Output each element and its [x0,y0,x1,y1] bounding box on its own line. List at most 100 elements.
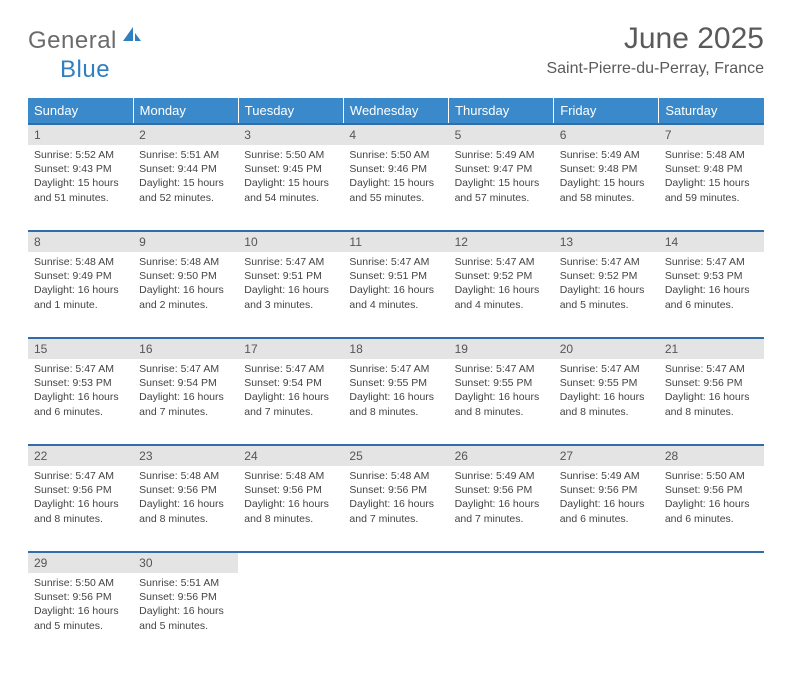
day-content-cell: Sunrise: 5:50 AMSunset: 9:56 PMDaylight:… [28,573,133,659]
sunset-line: Sunset: 9:55 PM [560,376,653,390]
sunset-line: Sunset: 9:56 PM [139,590,232,604]
day-number-row: 22232425262728 [28,445,764,466]
day-content-cell: Sunrise: 5:47 AMSunset: 9:52 PMDaylight:… [554,252,659,338]
sunrise-line: Sunrise: 5:47 AM [455,362,548,376]
daylight-line: Daylight: 16 hours and 6 minutes. [560,497,653,525]
daylight-line: Daylight: 16 hours and 8 minutes. [34,497,127,525]
day-number-cell: 11 [343,231,448,252]
sunset-line: Sunset: 9:53 PM [665,269,758,283]
sunrise-line: Sunrise: 5:50 AM [244,148,337,162]
day-number-cell: 17 [238,338,343,359]
logo-text-1: General [28,27,117,55]
day-number-cell [343,552,448,573]
weekday-header: Thursday [449,98,554,124]
sunset-line: Sunset: 9:56 PM [455,483,548,497]
sunrise-line: Sunrise: 5:50 AM [34,576,127,590]
day-content-cell: Sunrise: 5:47 AMSunset: 9:54 PMDaylight:… [238,359,343,445]
sunrise-line: Sunrise: 5:48 AM [349,469,442,483]
daylight-line: Daylight: 16 hours and 8 minutes. [139,497,232,525]
day-number-cell: 26 [449,445,554,466]
sunrise-line: Sunrise: 5:49 AM [455,469,548,483]
day-content-cell: Sunrise: 5:47 AMSunset: 9:55 PMDaylight:… [554,359,659,445]
day-number-cell: 22 [28,445,133,466]
sunset-line: Sunset: 9:56 PM [665,376,758,390]
day-number-cell [659,552,764,573]
daylight-line: Daylight: 15 hours and 57 minutes. [455,176,548,204]
day-content-cell: Sunrise: 5:51 AMSunset: 9:56 PMDaylight:… [133,573,238,659]
day-content-cell: Sunrise: 5:50 AMSunset: 9:56 PMDaylight:… [659,466,764,552]
sunrise-line: Sunrise: 5:48 AM [139,469,232,483]
sunset-line: Sunset: 9:43 PM [34,162,127,176]
sunset-line: Sunset: 9:56 PM [665,483,758,497]
day-content-cell: Sunrise: 5:51 AMSunset: 9:44 PMDaylight:… [133,145,238,231]
page: General June 2025 Saint-Pierre-du-Perray… [0,0,792,681]
sunset-line: Sunset: 9:47 PM [455,162,548,176]
day-content-cell: Sunrise: 5:47 AMSunset: 9:56 PMDaylight:… [28,466,133,552]
daylight-line: Daylight: 16 hours and 4 minutes. [349,283,442,311]
day-content-cell: Sunrise: 5:47 AMSunset: 9:51 PMDaylight:… [343,252,448,338]
weekday-header: Wednesday [343,98,448,124]
day-content-row: Sunrise: 5:50 AMSunset: 9:56 PMDaylight:… [28,573,764,659]
sunset-line: Sunset: 9:48 PM [665,162,758,176]
day-number-cell: 25 [343,445,448,466]
day-number-cell: 2 [133,124,238,145]
sunrise-line: Sunrise: 5:47 AM [349,255,442,269]
sunrise-line: Sunrise: 5:48 AM [34,255,127,269]
weekday-header: Sunday [28,98,133,124]
daylight-line: Daylight: 16 hours and 7 minutes. [244,390,337,418]
sunset-line: Sunset: 9:48 PM [560,162,653,176]
day-number-cell: 20 [554,338,659,359]
daylight-line: Daylight: 15 hours and 52 minutes. [139,176,232,204]
sunset-line: Sunset: 9:50 PM [139,269,232,283]
sunrise-line: Sunrise: 5:47 AM [34,469,127,483]
day-content-row: Sunrise: 5:47 AMSunset: 9:56 PMDaylight:… [28,466,764,552]
page-title: June 2025 [546,22,764,56]
day-number-cell: 29 [28,552,133,573]
day-number-cell: 15 [28,338,133,359]
sunrise-line: Sunrise: 5:47 AM [34,362,127,376]
sunset-line: Sunset: 9:56 PM [349,483,442,497]
day-content-cell [449,573,554,659]
sunrise-line: Sunrise: 5:49 AM [455,148,548,162]
day-content-cell: Sunrise: 5:47 AMSunset: 9:54 PMDaylight:… [133,359,238,445]
daylight-line: Daylight: 16 hours and 8 minutes. [560,390,653,418]
weekday-header: Saturday [659,98,764,124]
day-content-cell: Sunrise: 5:47 AMSunset: 9:51 PMDaylight:… [238,252,343,338]
day-number-cell: 3 [238,124,343,145]
sunrise-line: Sunrise: 5:49 AM [560,148,653,162]
sunrise-line: Sunrise: 5:50 AM [665,469,758,483]
sunset-line: Sunset: 9:52 PM [455,269,548,283]
day-content-cell: Sunrise: 5:48 AMSunset: 9:56 PMDaylight:… [133,466,238,552]
day-number-cell: 1 [28,124,133,145]
logo: General [28,22,143,60]
day-content-cell: Sunrise: 5:47 AMSunset: 9:56 PMDaylight:… [659,359,764,445]
day-content-cell: Sunrise: 5:47 AMSunset: 9:52 PMDaylight:… [449,252,554,338]
sunrise-line: Sunrise: 5:50 AM [349,148,442,162]
sunset-line: Sunset: 9:53 PM [34,376,127,390]
sunset-line: Sunset: 9:52 PM [560,269,653,283]
day-content-cell: Sunrise: 5:49 AMSunset: 9:47 PMDaylight:… [449,145,554,231]
day-number-cell: 18 [343,338,448,359]
daylight-line: Daylight: 16 hours and 8 minutes. [349,390,442,418]
day-number-cell: 28 [659,445,764,466]
daylight-line: Daylight: 15 hours and 58 minutes. [560,176,653,204]
daylight-line: Daylight: 16 hours and 1 minute. [34,283,127,311]
day-content-cell: Sunrise: 5:47 AMSunset: 9:53 PMDaylight:… [659,252,764,338]
day-number-cell: 14 [659,231,764,252]
daylight-line: Daylight: 16 hours and 8 minutes. [665,390,758,418]
daylight-line: Daylight: 16 hours and 6 minutes. [665,497,758,525]
sunrise-line: Sunrise: 5:52 AM [34,148,127,162]
day-content-cell: Sunrise: 5:49 AMSunset: 9:56 PMDaylight:… [449,466,554,552]
sunrise-line: Sunrise: 5:47 AM [560,255,653,269]
sunset-line: Sunset: 9:56 PM [139,483,232,497]
sunset-line: Sunset: 9:56 PM [244,483,337,497]
weekday-header: Tuesday [238,98,343,124]
weekday-header: Friday [554,98,659,124]
day-content-cell: Sunrise: 5:50 AMSunset: 9:46 PMDaylight:… [343,145,448,231]
day-number-cell: 19 [449,338,554,359]
sunrise-line: Sunrise: 5:47 AM [455,255,548,269]
sunrise-line: Sunrise: 5:47 AM [244,255,337,269]
sunset-line: Sunset: 9:49 PM [34,269,127,283]
sunrise-line: Sunrise: 5:48 AM [139,255,232,269]
day-number-cell [554,552,659,573]
